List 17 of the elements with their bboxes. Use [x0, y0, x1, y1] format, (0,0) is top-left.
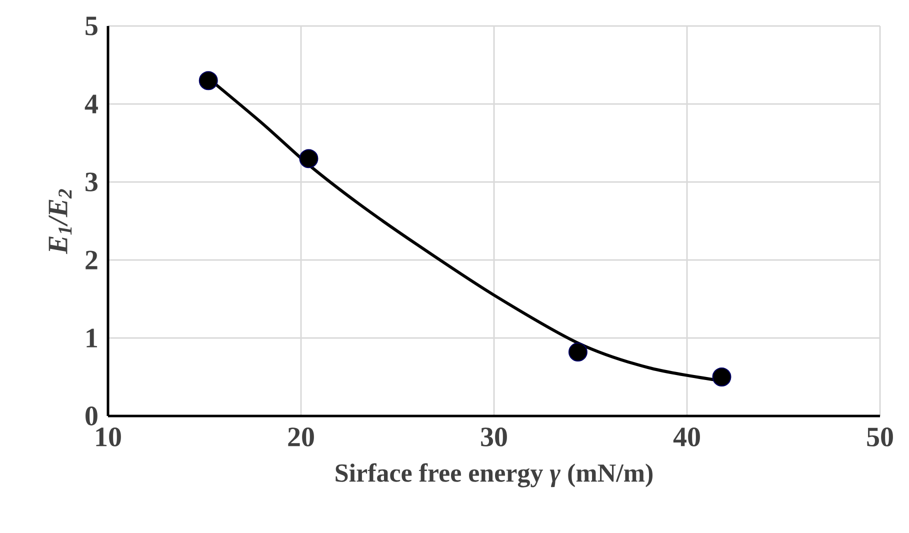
x-tick-label: 30	[481, 428, 507, 446]
x-tick-label: 40	[673, 428, 700, 446]
point	[712, 368, 732, 386]
y-tick-label: 1	[86, 328, 98, 348]
x-tick-label: 50	[867, 428, 893, 446]
y-tick-label: 4	[84, 94, 98, 114]
x-axis-title: Sirface free energy γ (mN/m)	[336, 463, 653, 488]
y-tick-label: 0	[86, 406, 98, 426]
point	[568, 342, 588, 362]
y-tick-label: 2	[86, 250, 98, 270]
y-tick-label: 5	[86, 16, 98, 36]
x-tick-label: 20	[288, 428, 314, 446]
y-tick-label: 3	[86, 172, 98, 192]
point	[299, 149, 318, 168]
y-axis-title: E$_{1}$/E$_{2}$	[48, 189, 72, 254]
point	[198, 71, 218, 90]
x-tick-label: 10	[96, 428, 121, 446]
